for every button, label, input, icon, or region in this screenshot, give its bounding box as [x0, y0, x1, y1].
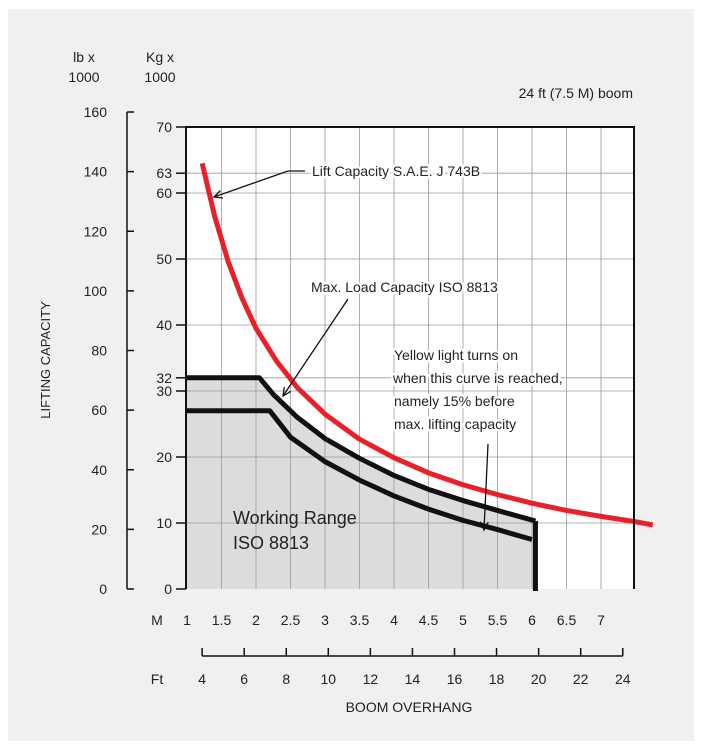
m-tick-label: 3.5	[350, 612, 370, 628]
annotation-yellow-line-2: when this curve is reached,	[392, 370, 563, 386]
kg-tick-label: 30	[156, 383, 172, 399]
annotation-yellow-line-3: namely 15% before	[394, 393, 515, 409]
lb-tick-label: 160	[84, 104, 108, 120]
kg-tick-label: 20	[156, 449, 172, 465]
y-axis-label: LIFTING CAPACITY	[38, 301, 53, 419]
ft-tick-label: 10	[321, 671, 337, 687]
kg-tick-label: 60	[156, 185, 172, 201]
m-tick-label: 2.5	[281, 612, 301, 628]
m-tick-label: 1	[183, 612, 191, 628]
ft-tick-label: 22	[573, 671, 589, 687]
ft-axis-label: Ft	[151, 671, 164, 687]
kg-tick-label: 50	[156, 251, 172, 267]
arrow-head	[282, 386, 292, 398]
lb-tick-label: 80	[91, 343, 107, 359]
lb-tick-label: 20	[91, 521, 107, 537]
ft-tick-label: 6	[240, 671, 248, 687]
kg-unit-bottom: 1000	[144, 69, 175, 85]
lb-unit-bottom: 1000	[68, 69, 99, 85]
m-axis-label: M	[151, 612, 163, 628]
lb-tick-label: 100	[84, 283, 108, 299]
lb-tick-label: 60	[91, 402, 107, 418]
annotation-yellow-arrow	[483, 443, 489, 531]
annotation-working-range-2: ISO 8813	[233, 533, 309, 553]
lb-unit-top: lb x	[73, 49, 95, 65]
chart-title: 24 ft (7.5 M) boom	[519, 85, 633, 101]
m-tick-label: 5	[459, 612, 467, 628]
ft-tick-label: 12	[363, 671, 379, 687]
ft-tick-label: 20	[531, 671, 547, 687]
kg-tick-label: 32	[156, 370, 172, 386]
kg-tick-label: 40	[156, 317, 172, 333]
annotation-lift-arrow	[213, 170, 289, 198]
ft-tick-label: 24	[615, 671, 631, 687]
arrow-head	[212, 190, 224, 199]
ft-tick-label: 4	[198, 671, 206, 687]
annotation-yellow-line-4: max. lifting capacity	[394, 416, 516, 432]
kg-unit-top: Kg x	[146, 49, 174, 65]
m-tick-label: 4.5	[419, 612, 439, 628]
annotation-yellow-line-1: Yellow light turns on	[394, 347, 518, 363]
arrow-head	[479, 521, 489, 532]
kg-tick-label: 10	[156, 515, 172, 531]
lb-tick-label: 0	[99, 581, 107, 597]
m-tick-label: 1.5	[212, 612, 232, 628]
kg-tick-label: 63	[156, 165, 172, 181]
lb-tick-label: 40	[91, 462, 107, 478]
plot-frame	[185, 126, 635, 589]
annotation-working-range-1: Working Range	[233, 508, 357, 528]
m-tick-label: 4	[390, 612, 398, 628]
m-tick-label: 5.5	[488, 612, 508, 628]
lb-tick-label: 120	[84, 223, 108, 239]
series-line-1	[199, 162, 654, 528]
m-tick-label: 2	[252, 612, 260, 628]
ft-tick-label: 8	[282, 671, 290, 687]
series-line-2	[187, 375, 537, 524]
ft-tick-label: 18	[489, 671, 505, 687]
ft-tick-label: 14	[405, 671, 421, 687]
kg-tick-label: 70	[156, 119, 172, 135]
ft-tick-label: 16	[447, 671, 463, 687]
annotation-max-load: Max. Load Capacity ISO 8813	[311, 279, 498, 295]
m-tick-label: 3	[321, 612, 329, 628]
annotation-max-load-arrow	[282, 298, 349, 397]
kg-tick-label: 0	[164, 581, 172, 597]
series-line-3	[187, 408, 533, 542]
annotation-lift-capacity: Lift Capacity S.A.E. J 743B	[312, 163, 480, 179]
lb-tick-label: 140	[84, 164, 108, 180]
m-tick-label: 6.5	[557, 612, 577, 628]
x-axis-label: BOOM OVERHANG	[346, 699, 473, 715]
m-tick-label: 7	[597, 612, 605, 628]
m-tick-label: 6	[528, 612, 536, 628]
